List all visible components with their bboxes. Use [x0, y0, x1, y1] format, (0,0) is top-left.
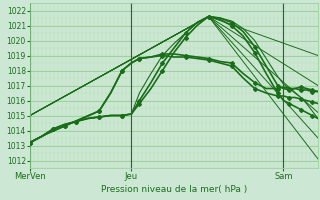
- X-axis label: Pression niveau de la mer( hPa ): Pression niveau de la mer( hPa ): [101, 185, 247, 194]
